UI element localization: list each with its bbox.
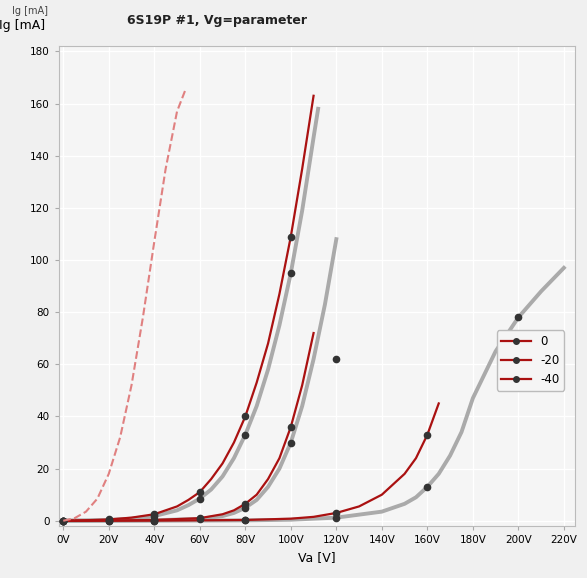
Text: 6S19P #1, Vg=parameter: 6S19P #1, Vg=parameter [127,14,307,27]
Legend: 0, -20, -40: 0, -20, -40 [497,330,564,391]
Text: Ig [mA]: Ig [mA] [12,6,48,16]
Y-axis label: Ig [mA]: Ig [mA] [0,19,46,32]
X-axis label: Va [V]: Va [V] [298,551,336,564]
